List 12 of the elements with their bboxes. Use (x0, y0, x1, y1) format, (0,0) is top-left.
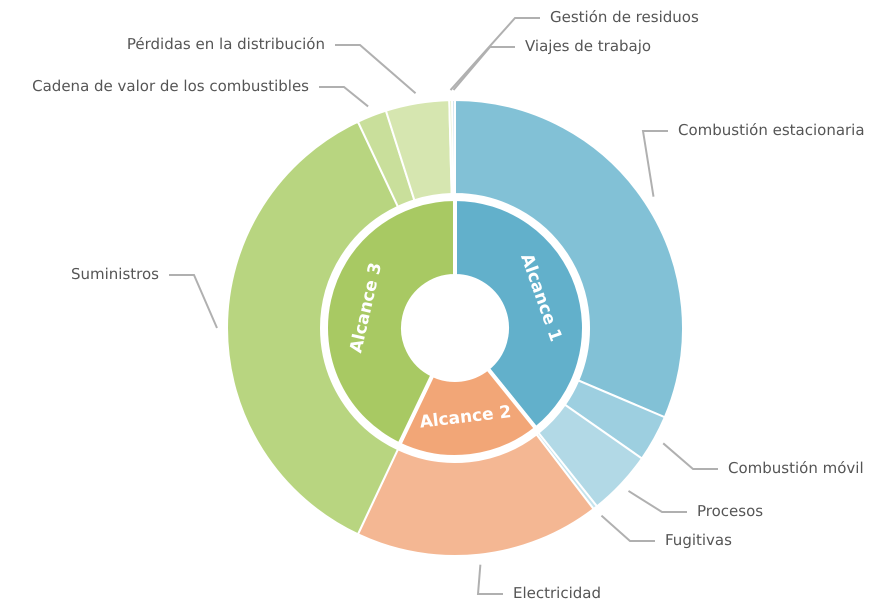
slice-label: Combustión móvil (728, 458, 864, 477)
slice-label: Electricidad (513, 584, 601, 602)
slice-label: Pérdidas en la distribución (126, 34, 325, 53)
slice-label: Alcance 2 (418, 402, 512, 433)
slice-label: Viajes de trabajo (525, 36, 652, 55)
slice-label: Suministros (70, 264, 160, 283)
slice-label: Procesos (697, 502, 764, 520)
slice-label: Combustión estacionaria (678, 120, 865, 139)
slice-label: Alcance 3 (346, 260, 386, 355)
slice-label: Cadena de valor de los combustibles (32, 76, 310, 95)
slice-label: Gestión de residuos (550, 8, 699, 26)
slice-label: Fugitivas (665, 530, 732, 549)
